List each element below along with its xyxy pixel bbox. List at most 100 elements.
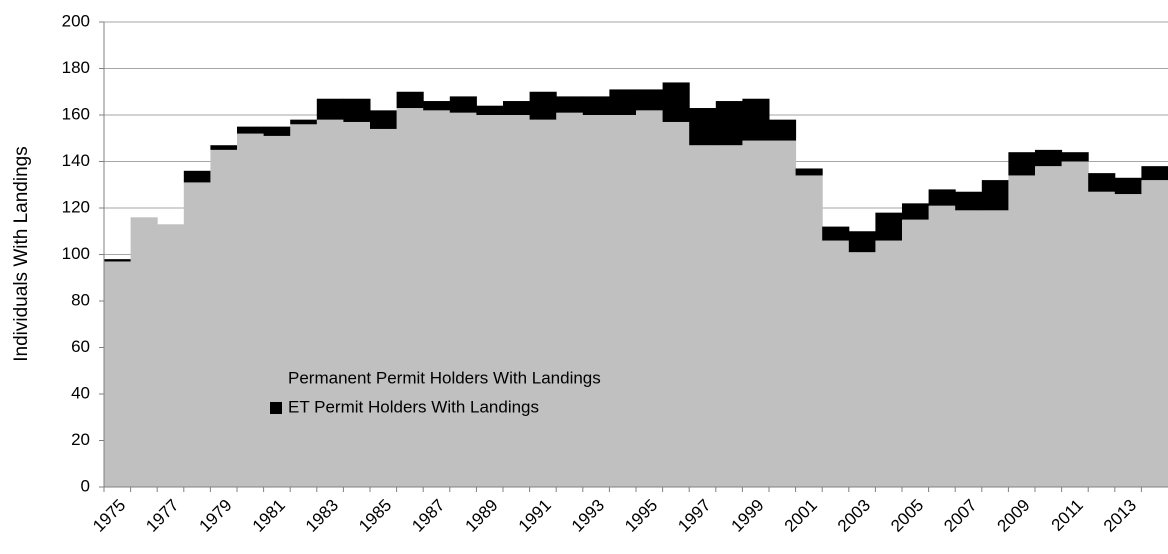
bar-segment xyxy=(609,89,637,115)
bar-segment xyxy=(955,210,983,487)
bar-segment xyxy=(902,203,930,220)
y-tick-label: 160 xyxy=(62,104,90,123)
x-tick-label: 1999 xyxy=(728,496,768,536)
bar-segment xyxy=(1035,166,1063,487)
bar-segment xyxy=(316,119,344,488)
bar-segment xyxy=(130,217,158,488)
y-tick-label: 60 xyxy=(71,337,90,356)
bar-segment xyxy=(609,115,637,487)
bar-segment xyxy=(715,145,743,487)
bar-segment xyxy=(556,112,584,488)
bar-segment xyxy=(237,126,265,134)
y-tick-label: 100 xyxy=(62,244,90,263)
bar-segment xyxy=(848,231,876,253)
bar-segment xyxy=(928,205,956,488)
bar-segment xyxy=(981,180,1009,211)
bar-segment xyxy=(396,91,424,109)
bar-segment xyxy=(183,182,211,488)
bar-segment xyxy=(263,135,291,488)
bar-segment xyxy=(582,96,610,115)
bar-segment xyxy=(370,128,398,487)
x-tick-label: 1979 xyxy=(196,496,236,536)
bar-segment xyxy=(104,261,132,487)
bar-segment xyxy=(1008,175,1036,487)
bar-segment xyxy=(689,108,717,146)
x-tick-label: 2011 xyxy=(1048,496,1087,535)
bar-segment xyxy=(343,121,371,487)
bar-segment xyxy=(1061,161,1089,487)
y-tick-label: 20 xyxy=(71,430,90,449)
x-tick-label: 2005 xyxy=(887,496,927,536)
bar-segment xyxy=(769,140,797,487)
y-tick-label: 140 xyxy=(62,151,90,170)
bar-segment xyxy=(1141,180,1168,487)
x-tick-label: 1981 xyxy=(249,496,289,536)
x-tick-label: 1995 xyxy=(621,496,661,536)
bar-segment xyxy=(795,175,823,487)
x-tick-label: 1977 xyxy=(142,496,182,536)
bar-segment xyxy=(449,96,477,113)
bar-segment xyxy=(1141,166,1168,181)
bar-segment xyxy=(210,145,238,150)
x-tick-label: 1993 xyxy=(568,496,608,536)
bar-segment xyxy=(263,126,291,136)
y-tick-label: 180 xyxy=(62,58,90,77)
bar-segment xyxy=(1088,191,1116,487)
y-tick-label: 0 xyxy=(81,476,90,495)
x-tick-label: 1987 xyxy=(408,496,448,536)
bar-segment xyxy=(636,110,664,487)
bar-segment xyxy=(928,189,956,206)
legend-label: Permanent Permit Holders With Landings xyxy=(288,368,601,387)
bar-segment xyxy=(370,110,398,129)
bar-segment xyxy=(742,98,770,141)
bar-segment xyxy=(715,101,743,146)
x-tick-label: 2009 xyxy=(994,496,1034,536)
bar-segment xyxy=(423,101,451,111)
bar-segment xyxy=(742,140,770,487)
bar-segment xyxy=(822,240,850,487)
bar-segment xyxy=(316,98,344,120)
bar-segment xyxy=(290,124,318,488)
bar-segment xyxy=(875,240,903,487)
bar-segment xyxy=(503,101,531,115)
bar-segment xyxy=(662,121,690,487)
bar-segment xyxy=(1114,194,1142,488)
x-tick-label: 1991 xyxy=(515,496,555,536)
bar-segment xyxy=(822,226,850,241)
x-tick-label: 1985 xyxy=(355,496,395,536)
bar-segment xyxy=(955,191,983,211)
bar-segment xyxy=(981,210,1009,487)
bar-segment xyxy=(1061,152,1089,162)
bar-segment xyxy=(449,112,477,488)
legend-swatch xyxy=(270,402,282,414)
x-tick-label: 2013 xyxy=(1100,496,1140,536)
bar-segment xyxy=(582,115,610,487)
bar-segment xyxy=(1088,173,1116,192)
x-tick-label: 1997 xyxy=(674,496,714,536)
bar-segment xyxy=(237,133,265,487)
bar-segment xyxy=(529,119,557,488)
y-tick-label: 200 xyxy=(62,11,90,30)
bar-segment xyxy=(689,145,717,487)
legend-label: ET Permit Holders With Landings xyxy=(288,397,539,416)
bar-segment xyxy=(1008,152,1036,176)
bar-segment xyxy=(529,91,557,120)
x-tick-label: 2003 xyxy=(834,496,874,536)
y-tick-label: 120 xyxy=(62,197,90,216)
x-tick-label: 1975 xyxy=(89,496,129,536)
bar-segment xyxy=(1035,149,1063,167)
bar-segment xyxy=(157,224,185,487)
bar-segment xyxy=(343,98,371,122)
bar-segment xyxy=(848,252,876,487)
bar-segment xyxy=(476,115,504,487)
bar-segment xyxy=(423,110,451,487)
bar-segment xyxy=(795,168,823,176)
y-tick-label: 40 xyxy=(71,383,90,402)
legend-swatch xyxy=(270,373,282,385)
x-tick-label: 1983 xyxy=(302,496,342,536)
bar-segment xyxy=(396,108,424,488)
y-tick-label: 80 xyxy=(71,290,90,309)
bar-segment xyxy=(104,259,132,262)
bar-segment xyxy=(875,212,903,241)
bar-segment xyxy=(636,89,664,111)
